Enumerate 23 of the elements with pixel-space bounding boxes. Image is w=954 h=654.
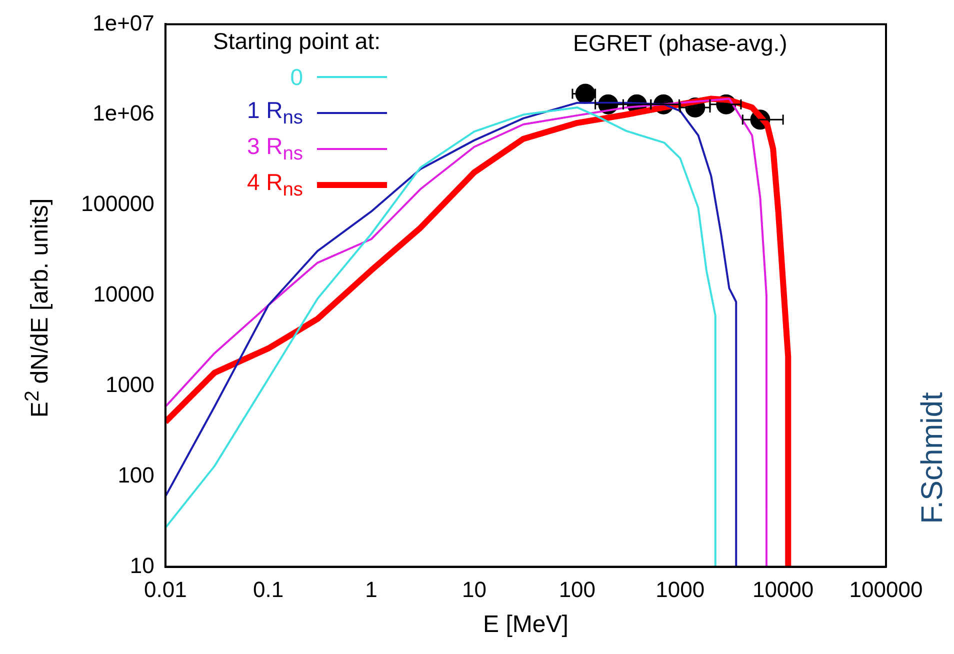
x-tick-label: 1000: [656, 577, 705, 602]
series-label: EGRET (phase-avg.): [573, 30, 788, 57]
x-tick-label: 100: [558, 577, 596, 602]
y-tick-label: 10: [130, 552, 154, 578]
y-tick-label: 1000: [105, 372, 154, 397]
x-tick-label: 0.01: [144, 577, 187, 602]
legend-label: 0: [289, 64, 303, 90]
x-tick-label: 10000: [752, 577, 814, 602]
x-axis-title: E [MeV]: [483, 611, 568, 638]
legend-title: Starting point at:: [213, 28, 382, 55]
y-tick-label: 100: [118, 462, 154, 488]
text: F.Schmidt: [916, 392, 950, 524]
y-tick-label: 1e+06: [92, 100, 154, 126]
x-tick-label: 10: [462, 577, 486, 602]
y-tick-label: 10000: [93, 282, 154, 307]
legend-label: 1 R$_{ns}$: [246, 96, 303, 130]
y-tick-label: 1e+07: [92, 10, 154, 36]
x-tick-label: 1: [365, 577, 378, 602]
legend-label: 3 R$_{ns}$: [246, 132, 303, 166]
y-tick-label: 100000: [80, 191, 154, 216]
legend-label: 4 R$_{ns}$: [246, 168, 303, 202]
x-tick-label: 0.1: [253, 577, 284, 602]
x-tick-label: 100000: [849, 577, 923, 602]
